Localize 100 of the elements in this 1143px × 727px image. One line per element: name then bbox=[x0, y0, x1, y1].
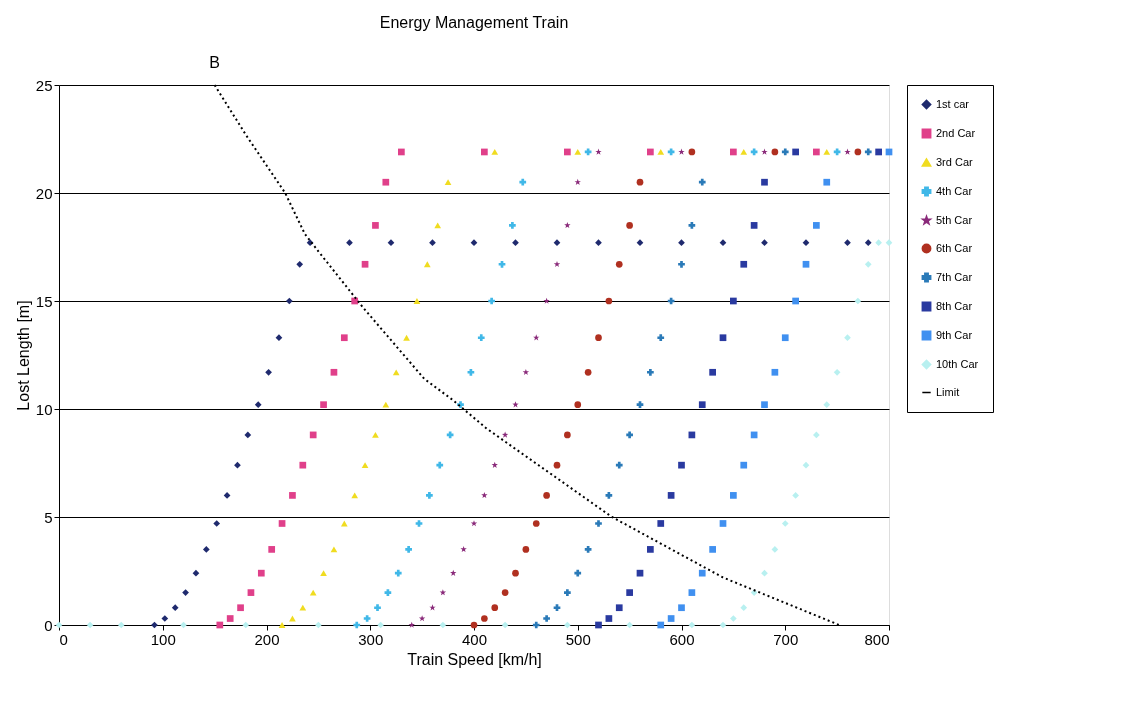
point bbox=[372, 432, 379, 438]
point bbox=[403, 334, 410, 341]
point bbox=[792, 492, 799, 499]
point bbox=[615, 260, 623, 268]
point bbox=[615, 461, 623, 469]
point bbox=[678, 148, 685, 155]
legend-label: 2nd Car bbox=[936, 126, 976, 139]
point bbox=[543, 492, 550, 499]
point bbox=[353, 621, 361, 629]
y-tick-label: 5 bbox=[44, 508, 53, 526]
x-tick-label: 800 bbox=[864, 630, 890, 648]
point bbox=[657, 520, 665, 527]
point bbox=[667, 492, 675, 499]
point bbox=[574, 569, 582, 577]
point bbox=[647, 148, 654, 156]
point bbox=[574, 149, 582, 155]
point bbox=[657, 334, 665, 342]
point bbox=[330, 368, 338, 376]
point bbox=[532, 520, 540, 527]
point bbox=[418, 615, 426, 622]
point bbox=[813, 148, 820, 156]
point bbox=[372, 222, 379, 229]
point bbox=[854, 297, 862, 305]
point bbox=[477, 334, 485, 342]
point bbox=[626, 222, 633, 229]
point bbox=[595, 239, 602, 247]
point bbox=[223, 492, 231, 499]
point bbox=[213, 520, 221, 527]
point bbox=[361, 260, 369, 268]
y-tick-label: 10 bbox=[35, 400, 53, 418]
point bbox=[574, 401, 582, 409]
point bbox=[86, 621, 94, 629]
point bbox=[501, 589, 509, 596]
point bbox=[299, 461, 307, 469]
point bbox=[636, 569, 644, 577]
legend-label: 3rd Car bbox=[936, 155, 974, 168]
point bbox=[698, 401, 706, 409]
x-tick-label: 400 bbox=[461, 630, 488, 648]
point bbox=[491, 461, 498, 468]
point bbox=[719, 520, 727, 527]
point bbox=[761, 401, 768, 409]
point bbox=[382, 178, 390, 186]
point bbox=[854, 148, 862, 156]
point bbox=[543, 615, 550, 622]
point bbox=[182, 589, 189, 596]
point bbox=[244, 431, 252, 439]
point bbox=[257, 569, 265, 577]
point bbox=[470, 621, 478, 629]
point bbox=[237, 604, 244, 612]
point bbox=[657, 621, 665, 629]
point bbox=[374, 604, 381, 612]
point bbox=[771, 546, 779, 553]
point bbox=[730, 492, 737, 499]
point bbox=[512, 569, 519, 577]
point bbox=[864, 148, 872, 156]
point bbox=[413, 298, 421, 304]
point bbox=[481, 492, 488, 499]
point bbox=[595, 621, 602, 629]
legend-label: 9th Car bbox=[936, 328, 973, 341]
point bbox=[605, 615, 613, 622]
point bbox=[247, 589, 255, 596]
point bbox=[688, 222, 696, 229]
point bbox=[647, 546, 654, 553]
point bbox=[595, 148, 602, 155]
point bbox=[564, 589, 571, 596]
point bbox=[678, 604, 685, 612]
point bbox=[595, 520, 602, 527]
point bbox=[688, 621, 696, 629]
point bbox=[436, 461, 444, 469]
point bbox=[615, 604, 623, 612]
point bbox=[429, 604, 436, 611]
point bbox=[405, 546, 412, 553]
point bbox=[761, 148, 768, 155]
point bbox=[564, 222, 571, 229]
y-tick-label: 0 bbox=[44, 616, 53, 634]
point bbox=[781, 520, 789, 527]
point bbox=[636, 178, 644, 186]
point bbox=[429, 239, 436, 247]
point bbox=[470, 239, 478, 247]
point bbox=[363, 615, 371, 622]
point bbox=[398, 148, 405, 156]
point bbox=[771, 148, 779, 156]
point bbox=[730, 297, 737, 305]
point bbox=[823, 401, 831, 409]
point bbox=[688, 148, 696, 156]
point bbox=[330, 546, 338, 553]
point bbox=[740, 260, 748, 268]
point bbox=[595, 334, 602, 342]
point bbox=[117, 621, 125, 629]
point bbox=[491, 149, 499, 155]
point bbox=[730, 148, 737, 156]
point bbox=[392, 369, 400, 376]
point bbox=[439, 621, 447, 629]
point bbox=[394, 569, 402, 577]
point bbox=[657, 149, 665, 155]
point bbox=[415, 520, 423, 527]
point bbox=[802, 461, 810, 469]
legend-label: 7th Car bbox=[936, 270, 973, 283]
point bbox=[813, 222, 820, 229]
point bbox=[426, 492, 433, 499]
